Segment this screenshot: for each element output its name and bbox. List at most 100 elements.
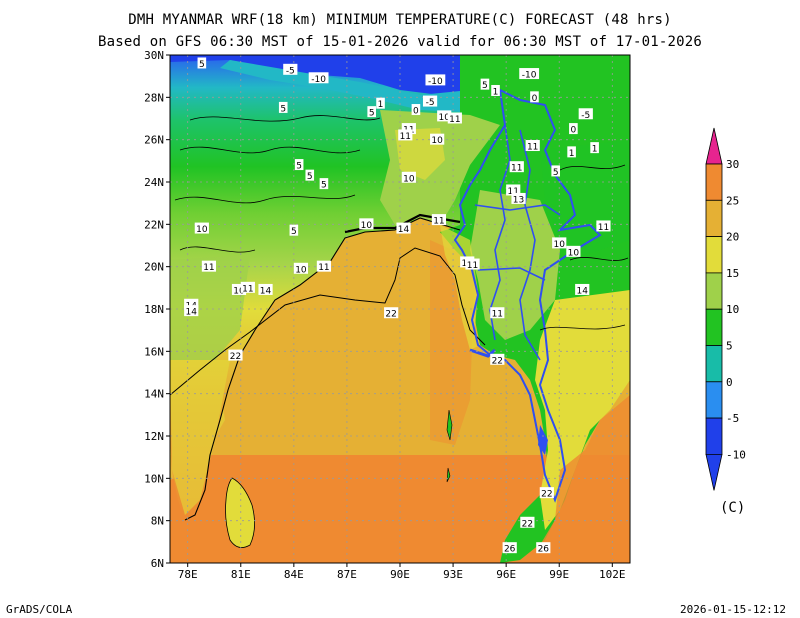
contour-label: 22 <box>492 356 503 366</box>
contour-label: -10 <box>522 71 537 81</box>
colorbar-tick-label: 25 <box>726 194 739 207</box>
contour-label: 0 <box>532 94 538 104</box>
contour-label-box <box>490 307 505 319</box>
graticule <box>170 55 630 563</box>
colorbar-tick-label: 10 <box>726 303 739 316</box>
colorbar-segment <box>705 381 723 419</box>
contour-label: 13 <box>513 195 524 205</box>
lon-label: 78E <box>178 568 198 581</box>
contour-label-box <box>197 57 207 69</box>
contour-label: 11 <box>511 164 522 174</box>
contour-label-box <box>567 146 576 158</box>
contour-label-box <box>367 106 376 118</box>
map-subtitle: Based on GFS 06:30 MST of 15-01-2026 val… <box>97 34 702 50</box>
contour-label: 10 <box>196 225 208 235</box>
contour-label-box <box>575 283 590 295</box>
colorbar-tick-label: -5 <box>726 412 739 425</box>
lon-label: 90E <box>390 568 410 581</box>
contour-label-box <box>525 140 540 152</box>
contour-label: 11 <box>527 143 538 153</box>
south-india-field <box>170 360 230 515</box>
contour-label: 11 <box>400 132 411 142</box>
contour-label: -10 <box>428 77 443 87</box>
contour-label-box <box>258 283 273 295</box>
contour-label-box <box>376 97 385 109</box>
contour-label-box <box>520 516 535 528</box>
contour-label-box <box>437 110 452 122</box>
contour-label-box <box>569 123 578 135</box>
colorbar-segment <box>705 199 723 238</box>
andaman-islands <box>446 409 453 441</box>
contour-label: 11 <box>598 223 609 233</box>
contour-label-box <box>359 218 374 230</box>
contour-label-box <box>184 298 199 310</box>
contour-label-box <box>566 245 581 257</box>
contour-label-box <box>231 283 247 295</box>
contour-label-box <box>430 133 445 145</box>
contour-label-box <box>551 165 560 177</box>
myanmar-internal-boundary-3 <box>474 204 561 216</box>
contour-label-box <box>411 104 421 116</box>
lat-label: 24N <box>144 176 164 189</box>
contour-label-box <box>491 84 500 96</box>
contour-label-box <box>401 123 416 135</box>
contour-label-box <box>465 258 480 270</box>
contour-label: 1 <box>493 87 499 97</box>
colorbar-tick-label: -10 <box>726 448 746 461</box>
contour-label: 0 <box>413 107 419 117</box>
contour-label-box <box>201 260 217 272</box>
india-coastline <box>184 217 461 521</box>
contour-label-box <box>431 214 447 226</box>
lat-label: 12N <box>144 430 164 443</box>
lat-label: 6N <box>151 557 164 570</box>
contour-label: 11 <box>449 115 460 125</box>
lat-label: 18N <box>144 303 164 316</box>
contour-label: -10 <box>311 75 326 85</box>
lon-label: 93E <box>443 568 463 581</box>
contour-label: 10 <box>233 286 245 296</box>
contour-label: 11 <box>318 263 329 273</box>
colorbar-segment <box>705 272 723 310</box>
colorbar-tick-label: 30 <box>726 158 739 171</box>
contour-label-box <box>228 349 243 361</box>
contour-label-box <box>278 101 288 113</box>
ayeyarwady-delta-boundary <box>469 348 496 358</box>
lon-label: 102E <box>599 568 626 581</box>
contour-label-box <box>506 184 521 196</box>
myanmar-internal-boundary-1 <box>489 124 511 341</box>
contour-label: -5 <box>286 66 295 76</box>
colorbar-segment <box>705 236 723 274</box>
lon-label: 84E <box>284 568 304 581</box>
rakhine-coast-field <box>440 225 480 350</box>
contour-label: 10 <box>568 248 580 258</box>
lat-label: 28N <box>144 91 164 104</box>
colorbar-segment <box>705 345 723 383</box>
contour-label-box <box>530 91 539 103</box>
contour-label-box <box>305 169 315 181</box>
contour-label-box <box>590 142 599 154</box>
contour-label: 5 <box>553 168 559 178</box>
footer-timestamp: 2026-01-15-12:12 <box>680 603 786 616</box>
contour-label-box <box>596 220 611 232</box>
contour-label-box <box>578 108 593 120</box>
contour-label-box <box>490 353 505 365</box>
contour-label: 10 <box>554 240 566 250</box>
contour-label: 5 <box>369 109 375 119</box>
contour-label-box <box>511 192 526 204</box>
contour-label: 11 <box>242 284 253 294</box>
map-title: DMH MYANMAR WRF(18 km) MINIMUM TEMPERATU… <box>128 12 672 28</box>
myeik-archipelago <box>538 425 548 455</box>
contour-label-box <box>509 161 524 173</box>
contour-label: 5 <box>296 162 302 172</box>
contour-label-box <box>396 222 411 234</box>
contour-label-box <box>401 171 416 183</box>
colorbar-tick-label: 0 <box>726 376 733 389</box>
contour-22c-line <box>170 247 486 396</box>
colorbar-tick-label: 15 <box>726 267 739 280</box>
contour-label-box <box>519 68 540 80</box>
central-india-field <box>170 255 250 360</box>
contour-label-box <box>283 63 298 75</box>
contour-label: 22 <box>522 519 533 529</box>
lat-label: 26N <box>144 134 164 147</box>
contour-label: 5 <box>291 227 297 237</box>
